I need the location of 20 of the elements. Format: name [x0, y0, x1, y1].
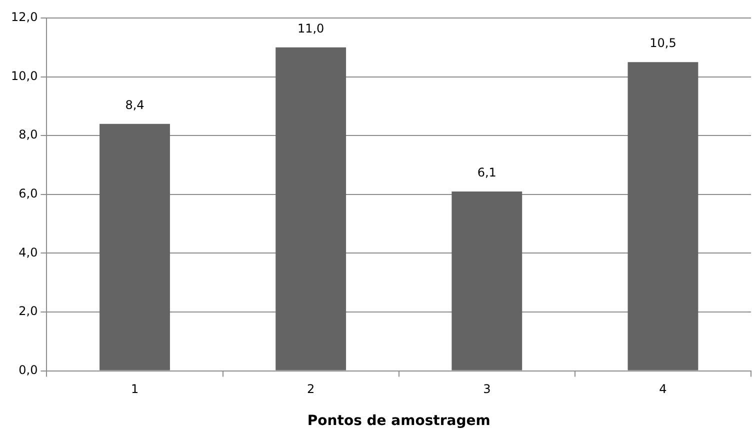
data-label: 11,0 [297, 22, 324, 36]
x-tick-label: 4 [659, 382, 667, 396]
y-tick-label: 10,0 [11, 68, 38, 83]
bar [276, 47, 346, 370]
bar [452, 191, 522, 370]
y-tick-label: 12,0 [11, 10, 38, 24]
y-tick-label: 2,0 [18, 304, 38, 318]
y-tick-label: 8,0 [18, 128, 38, 142]
y-tick-label: 0,0 [18, 362, 38, 377]
data-label: 10,5 [650, 36, 676, 50]
bar [100, 124, 170, 370]
y-tick-label: 4,0 [18, 245, 38, 260]
data-label: 6,1 [477, 166, 496, 180]
x-axis-title: Pontos de amostragem [307, 413, 490, 430]
x-tick-label: 3 [483, 382, 491, 396]
x-tick-label: 1 [130, 382, 139, 396]
y-tick-label: 6,0 [18, 186, 38, 201]
x-tick-label: 2 [307, 382, 315, 396]
data-label: 8,4 [125, 98, 144, 112]
bar [628, 62, 698, 370]
